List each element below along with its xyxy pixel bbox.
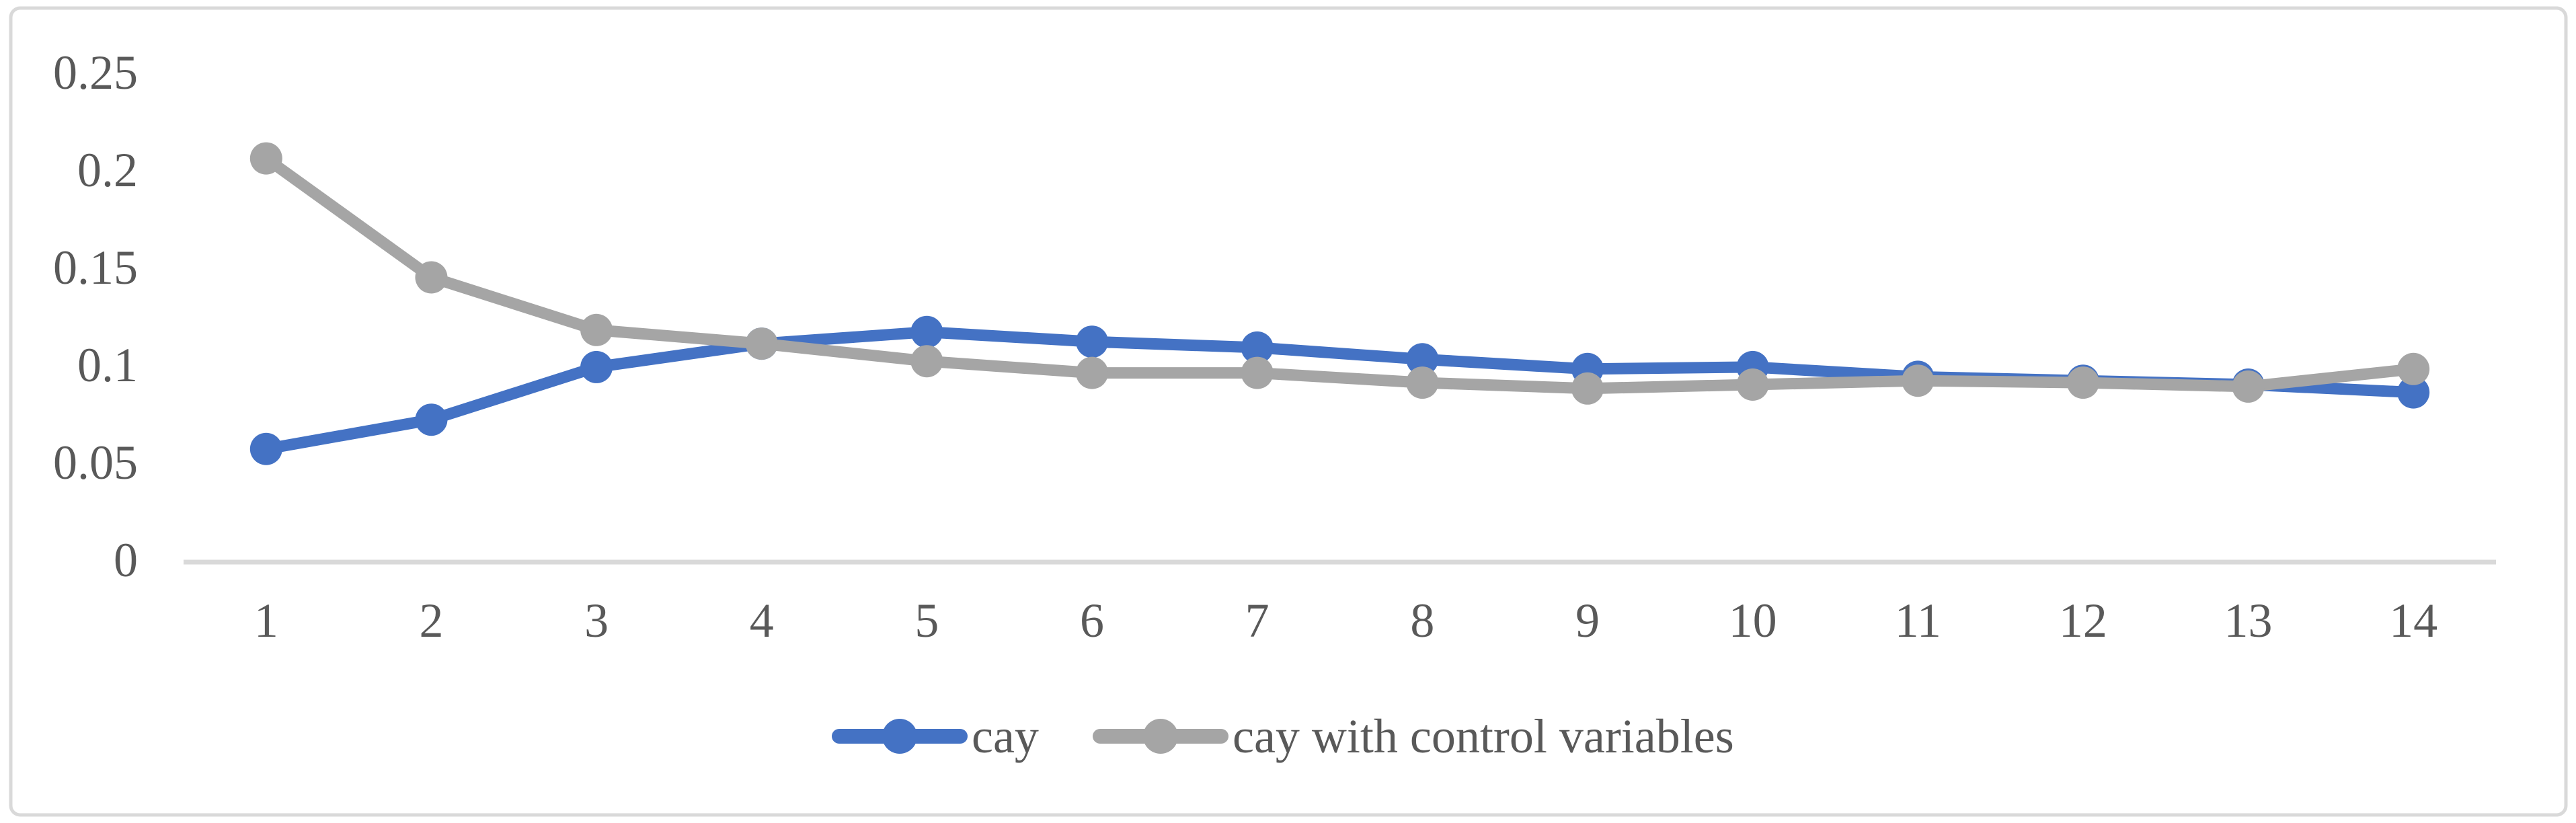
series-line	[260, 153, 2419, 395]
series-cay	[249, 315, 2430, 465]
data-point-marker	[249, 142, 282, 175]
data-point-marker	[1571, 372, 1604, 405]
y-axis-tick-labels: 0 0.05 0.1 0.15 0.2 0.25	[53, 46, 138, 587]
x-tick-label: 10	[1729, 594, 1777, 648]
y-tick-label: 0.05	[53, 436, 138, 489]
legend-item: cay	[832, 709, 1039, 763]
legend-item: cay with control variables	[1093, 709, 1734, 763]
data-point-marker	[1241, 356, 1274, 389]
data-point-marker	[580, 313, 613, 346]
x-axis-tick-labels: 1 2 3 4 5 6 7 8 9 10 11 12 13 14	[254, 594, 2437, 648]
x-tick-label: 1	[254, 594, 278, 648]
legend: cay cay with control variables	[832, 709, 1734, 763]
x-tick-label: 6	[1080, 594, 1104, 648]
data-point-marker	[1406, 366, 1439, 399]
legend-label: cay	[972, 709, 1039, 763]
series-cay-with-control-variables	[249, 142, 2430, 405]
data-point-marker	[2066, 366, 2099, 399]
y-tick-label: 0.1	[77, 338, 138, 392]
data-point-marker	[1241, 331, 1274, 364]
data-point-marker	[1076, 325, 1109, 358]
x-tick-label: 11	[1895, 594, 1941, 648]
data-point-marker	[1076, 356, 1109, 389]
x-tick-label: 9	[1575, 594, 1600, 648]
x-tick-label: 13	[2224, 594, 2273, 648]
x-tick-label: 5	[914, 594, 939, 648]
data-point-marker	[1902, 364, 1935, 397]
y-tick-label: 0	[114, 533, 138, 587]
data-point-marker	[249, 432, 282, 465]
x-tick-label: 3	[584, 594, 609, 648]
data-point-marker	[745, 327, 778, 360]
data-point-marker	[2397, 352, 2430, 385]
data-point-marker	[580, 350, 613, 383]
data-point-marker	[910, 315, 943, 348]
data-point-marker	[910, 345, 943, 378]
data-point-marker	[1406, 343, 1439, 376]
x-tick-label: 7	[1245, 594, 1270, 648]
x-tick-label: 8	[1410, 594, 1434, 648]
x-tick-label: 12	[2059, 594, 2107, 648]
series-group	[249, 142, 2430, 465]
y-tick-label: 0.25	[53, 46, 138, 100]
data-point-marker	[2397, 376, 2430, 409]
data-point-marker	[2232, 370, 2265, 403]
y-tick-label: 0.2	[77, 143, 138, 197]
x-tick-label: 2	[419, 594, 443, 648]
x-tick-label: 14	[2389, 594, 2437, 648]
legend-label: cay with control variables	[1233, 709, 1734, 763]
y-tick-label: 0.15	[53, 241, 138, 295]
legend-marker-icon	[882, 719, 917, 754]
data-point-marker	[415, 261, 448, 294]
data-point-marker	[1736, 368, 1769, 401]
legend-marker-icon	[1143, 719, 1178, 754]
data-point-marker	[415, 403, 448, 436]
chart-border	[9, 6, 2568, 817]
x-tick-label: 4	[750, 594, 774, 648]
